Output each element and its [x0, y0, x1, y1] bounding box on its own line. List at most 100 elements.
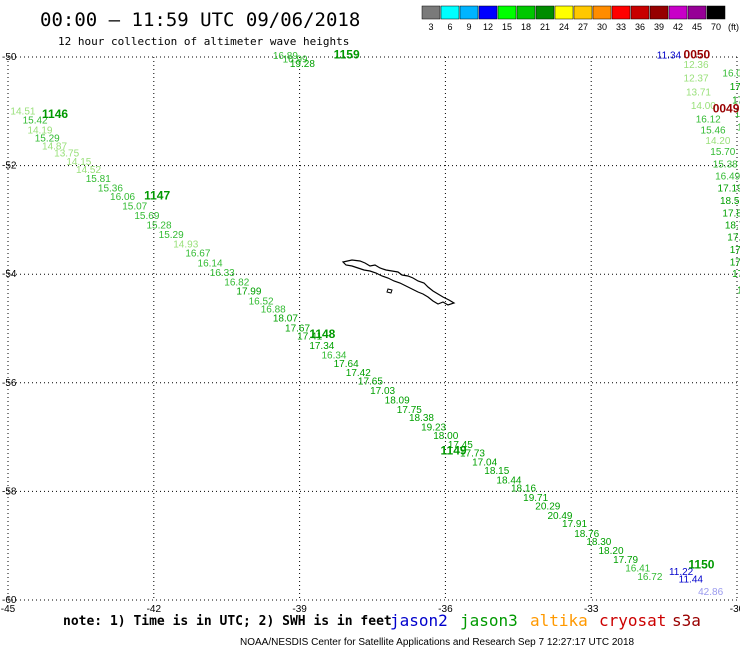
x-tick-label: -30: [730, 604, 740, 615]
data-point-label: 18.38: [409, 413, 434, 424]
data-point-label: 17.03: [370, 386, 395, 397]
data-point-label: 16.06: [110, 192, 135, 203]
legend-entry: altika: [530, 611, 588, 630]
data-point-label: 17.34: [309, 341, 334, 352]
data-point-label: 11.34: [657, 50, 682, 61]
data-point-label: 17.84: [730, 245, 740, 256]
data-point-label: 18.15: [484, 466, 509, 477]
pass-time-label: 1148: [309, 327, 335, 341]
data-point-label: 16.52: [249, 296, 274, 307]
scale-swatch: [592, 5, 612, 20]
scale-label: 15: [502, 22, 512, 32]
scale-label: 45: [692, 22, 702, 32]
pass-time-label: 1147: [144, 188, 170, 202]
y-tick-label: -54: [2, 269, 17, 280]
scale-swatch: [611, 5, 631, 20]
data-point-label: 16.09: [722, 68, 740, 79]
footer-note: note: 1) Time is in UTC; 2) SWH is in fe…: [63, 614, 392, 629]
data-point-label: 17.91: [562, 519, 587, 530]
data-point-label: 16.34: [321, 351, 346, 362]
pass-time-label: 1149: [441, 444, 467, 458]
data-point-label: 17.65: [358, 377, 383, 388]
y-tick-label: -50: [2, 52, 17, 63]
scale-label: 42: [673, 22, 683, 32]
data-point-label: 16.49: [715, 171, 740, 182]
data-point-label: 14.00: [691, 101, 716, 112]
scale-unit: (ft): [728, 22, 739, 32]
data-point-label: 17.79: [613, 555, 638, 566]
scale-swatch: [516, 5, 536, 20]
chart-title: 00:00 — 11:59 UTC 09/06/2018: [40, 9, 360, 31]
axis-tick-labels: -45 -42 -39 -36 -33 -30 -50 -52 -54 -56 -58 -60: [1, 52, 740, 615]
data-point-label: 19.71: [523, 493, 548, 504]
x-tick-label: -42: [147, 604, 162, 615]
data-point-label: 15.81: [86, 174, 111, 185]
data-point-label: 14.52: [76, 165, 101, 176]
data-point-label: 19: [737, 285, 740, 296]
data-point-label: 17.67: [285, 324, 310, 335]
data-point-label: 16.20: [735, 109, 740, 120]
scale-swatch: [668, 5, 688, 20]
data-point-label: 16.33: [210, 268, 235, 279]
data-point-label: 15.28: [147, 220, 172, 231]
scale-label: 33: [616, 22, 626, 32]
data-point-label: 11.22: [669, 567, 694, 578]
scale-label: 12: [483, 22, 493, 32]
data-point-label: 14.20: [705, 136, 730, 147]
scale-label: 24: [559, 22, 569, 32]
data-point-label: 14.87: [42, 142, 67, 153]
data-point-label: 20.49: [547, 511, 572, 522]
data-point-label: 17.75: [397, 405, 422, 416]
data-point-label: 18.30: [586, 537, 611, 548]
wave-height-color-scale: 3 6 9 12 15 18 21 24 27 30 33 36 39 42 45 70 (ft): [421, 5, 739, 32]
data-point-label: 19.23: [421, 422, 446, 433]
data-point-label: 14.19: [27, 125, 52, 136]
data-point-label: 16.12: [696, 114, 721, 125]
x-tick-label: -45: [1, 604, 16, 615]
pass-time-label: 1146: [42, 107, 68, 121]
data-point-label: 15.36: [98, 183, 123, 194]
scale-label: 39: [654, 22, 664, 32]
data-point-label: 12.36: [684, 60, 709, 71]
footer-credit: NOAA/NESDIS Center for Satellite Applica…: [240, 637, 635, 648]
data-point-label: 17.99: [236, 287, 261, 298]
data-point-label: 18.16: [511, 484, 536, 495]
data-point-label: 16.14: [198, 258, 223, 269]
legend-entry: cryosat: [599, 611, 666, 630]
data-point-label: 18.59: [720, 196, 740, 207]
scale-label: 36: [635, 22, 645, 32]
scale-swatch: [687, 5, 707, 20]
data-point-label: 42.86: [698, 587, 723, 598]
scale-swatch: [497, 5, 517, 20]
scale-swatch: [573, 5, 593, 20]
data-point-label: 15.07: [122, 201, 147, 212]
data-point-label: 13.71: [686, 87, 711, 98]
x-tick-label: -39: [292, 604, 307, 615]
pass-time-label: 0049: [713, 102, 740, 116]
data-point-label: 16.82: [224, 277, 249, 288]
data-point-label: 16.72: [637, 572, 662, 583]
scale-swatch: [630, 5, 650, 20]
data-point-label: 16.88: [261, 304, 286, 315]
legend-entry: jason3: [460, 611, 518, 630]
data-point-label: 18.73: [725, 220, 740, 231]
wave-height-points: 14.5115.4214.1915.2914.8713.7514.1514.52…: [10, 50, 740, 597]
data-point-label: 18.09: [385, 396, 410, 407]
data-point-label: 15.29: [159, 230, 184, 241]
data-point-label: 11.44: [679, 574, 704, 585]
data-point-label: 15.38: [713, 160, 738, 171]
data-point-label: 17.53: [730, 82, 740, 93]
legend-entry: jason2: [390, 611, 448, 630]
data-point-label: 17.64: [334, 359, 359, 370]
scale-swatch: [706, 5, 726, 20]
scale-swatch: [459, 5, 479, 20]
data-point-label: 15.69: [134, 211, 159, 222]
data-point-label: 16.67: [185, 249, 210, 260]
scale-label: 9: [466, 22, 471, 32]
data-point-label: 14.51: [10, 106, 35, 117]
y-tick-label: -58: [2, 486, 17, 497]
data-point-label: 16.99: [283, 55, 308, 66]
pass-time-label: 0050: [684, 47, 711, 61]
scale-label: 30: [597, 22, 607, 32]
